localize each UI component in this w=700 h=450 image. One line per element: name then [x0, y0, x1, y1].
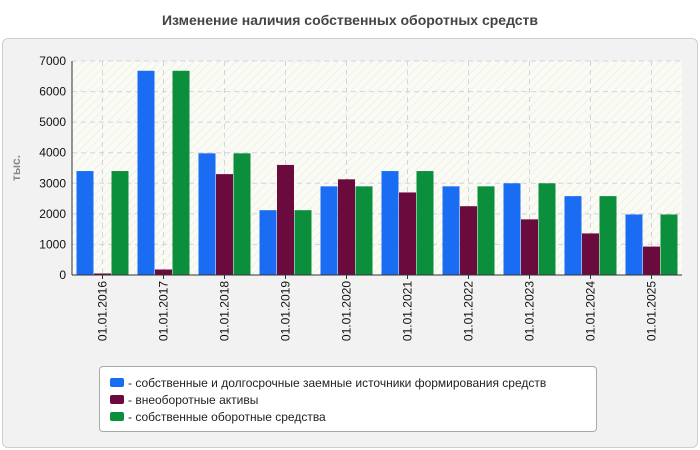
bar — [76, 171, 94, 275]
bar — [564, 196, 582, 275]
legend-swatch — [110, 378, 124, 387]
y-tick-label: 1000 — [39, 237, 66, 251]
bar — [155, 269, 172, 275]
y-tick-label: 4000 — [39, 146, 66, 160]
x-tick-label: 01.01.2021 — [401, 281, 415, 341]
bar — [381, 171, 399, 275]
legend-swatch — [110, 395, 124, 404]
bar — [477, 186, 495, 275]
x-tick-label: 01.01.2022 — [462, 281, 476, 341]
bar — [320, 186, 338, 275]
bar — [643, 246, 660, 275]
y-tick-label: 3000 — [39, 176, 66, 190]
bar — [277, 164, 294, 275]
x-tick-label: 01.01.2025 — [645, 281, 659, 341]
bar — [355, 186, 373, 275]
bar — [538, 183, 556, 275]
bar — [416, 171, 434, 275]
legend-item: - собственные оборотные средства — [110, 408, 586, 425]
y-tick-label: 7000 — [39, 54, 66, 68]
bar — [294, 210, 312, 275]
chart-title: Изменение наличия собственных оборотных … — [161, 12, 539, 28]
bar — [233, 153, 251, 275]
bar — [338, 179, 355, 275]
bar — [137, 70, 155, 275]
legend-label: - собственные и долгосрочные заемные ист… — [128, 375, 547, 390]
bar — [442, 186, 460, 275]
bar — [503, 183, 521, 275]
legend: - собственные и долгосрочные заемные ист… — [99, 366, 597, 432]
x-tick-label: 01.01.2020 — [340, 281, 354, 341]
y-tick-label: 2000 — [39, 207, 66, 221]
legend-item: - внеоборотные активы — [110, 391, 586, 408]
bar — [521, 219, 538, 275]
bar — [399, 192, 416, 275]
bar — [259, 210, 277, 275]
y-axis-label: тыс. — [9, 155, 23, 181]
bar — [111, 171, 129, 275]
bar — [216, 174, 233, 275]
legend-label: - внеоборотные активы — [128, 392, 259, 407]
bar — [625, 214, 643, 275]
x-tick-label: 01.01.2019 — [279, 281, 293, 341]
x-tick-label: 01.01.2024 — [584, 281, 598, 341]
legend-item: - собственные и долгосрочные заемные ист… — [110, 374, 586, 391]
y-tick-label: 6000 — [39, 85, 66, 99]
legend-label: - собственные оборотные средства — [128, 409, 326, 424]
x-tick-label: 01.01.2023 — [523, 281, 537, 341]
bar — [582, 233, 599, 275]
bar — [660, 214, 678, 275]
bar — [198, 153, 216, 275]
x-tick-label: 01.01.2017 — [157, 281, 171, 341]
bar — [172, 70, 190, 275]
bar — [599, 196, 617, 275]
bar — [94, 273, 111, 275]
legend-swatch — [110, 412, 124, 421]
y-tick-label: 5000 — [39, 115, 66, 129]
x-tick-label: 01.01.2018 — [218, 281, 232, 341]
x-tick-label: 01.01.2016 — [96, 281, 110, 341]
bar — [460, 206, 477, 275]
y-tick-label: 0 — [59, 268, 66, 282]
